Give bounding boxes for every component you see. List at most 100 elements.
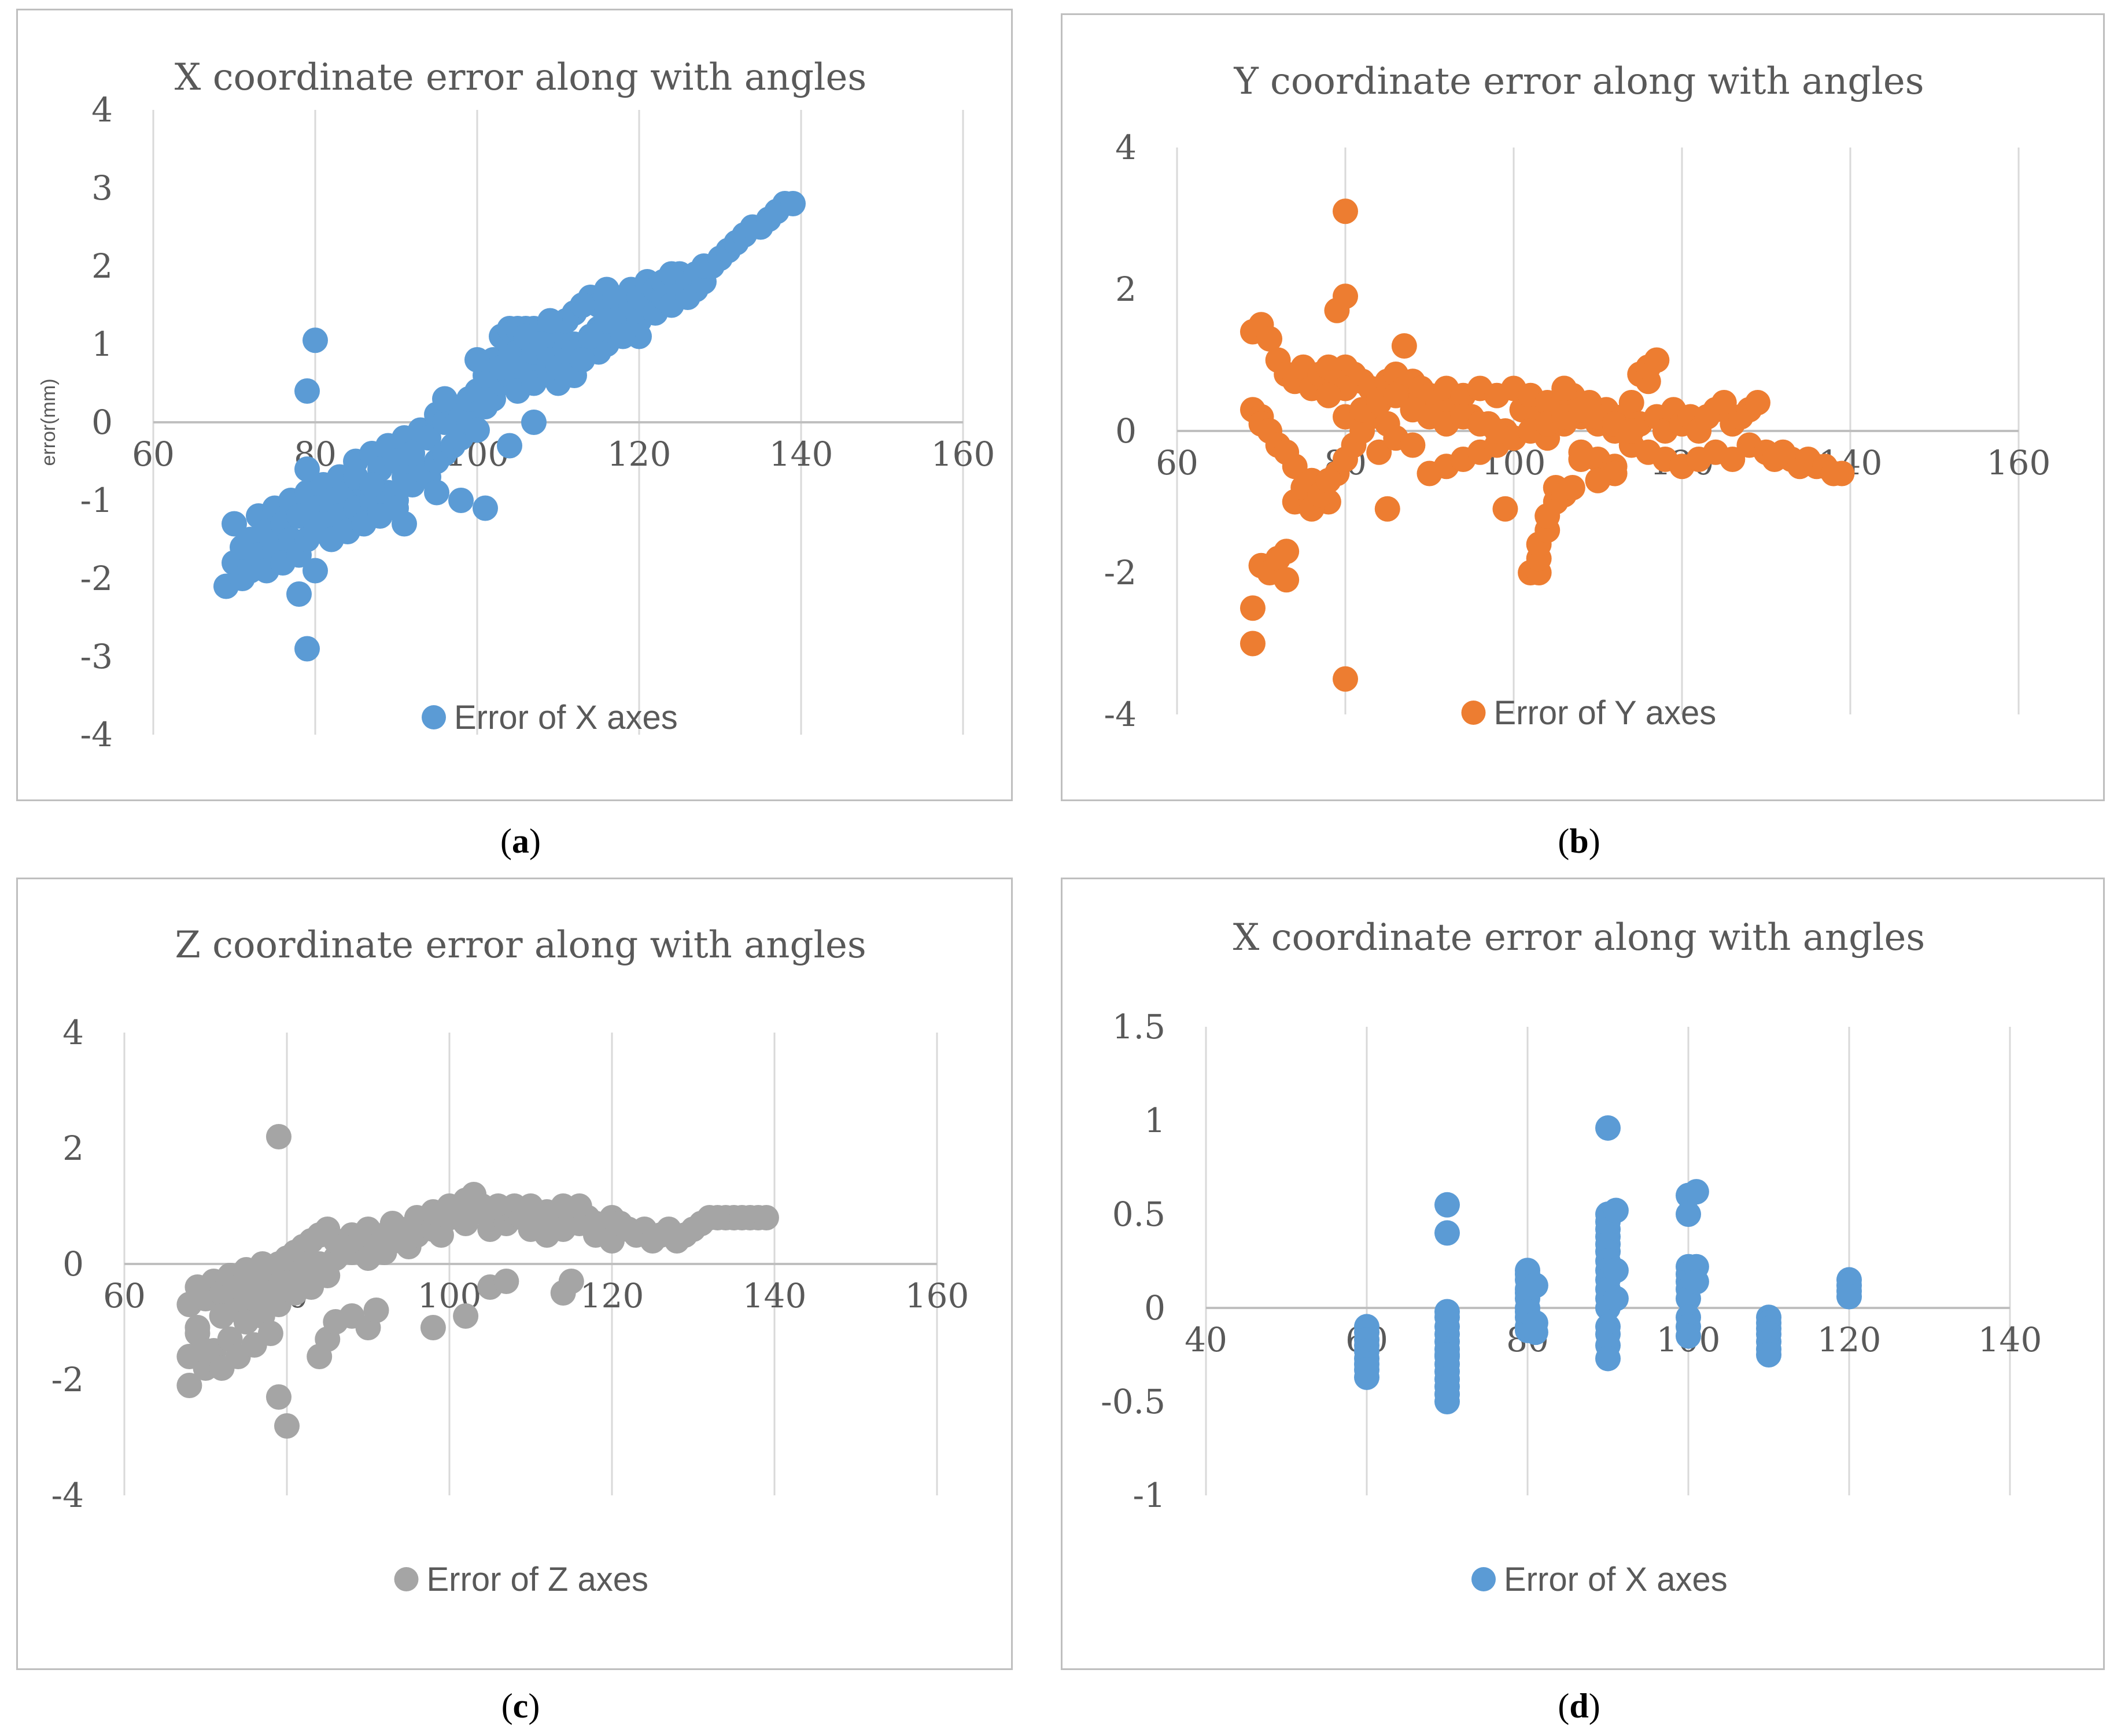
x-tick-label: 140 <box>743 1276 807 1315</box>
chart-title: X coordinate error along with angles <box>175 56 866 99</box>
x-tick-label: 120 <box>607 434 672 474</box>
y-tick-label: 1 <box>91 325 113 364</box>
y-tick-label: 2 <box>62 1129 84 1168</box>
data-point <box>1434 1220 1460 1246</box>
x-tick-label: 120 <box>580 1276 644 1315</box>
y-tick-label: 0 <box>1115 411 1137 451</box>
data-point <box>185 1315 211 1340</box>
data-point <box>1595 1115 1621 1141</box>
caption-c-letter: c <box>512 1687 529 1725</box>
data-point <box>294 456 320 482</box>
data-point <box>1618 390 1644 415</box>
data-point <box>497 433 522 459</box>
data-point <box>489 355 514 381</box>
data-point <box>265 1124 292 1149</box>
caption-d: (d) <box>1558 1687 1600 1725</box>
data-point <box>1315 382 1341 408</box>
data-point <box>1333 198 1358 224</box>
data-point <box>294 636 320 662</box>
data-point <box>521 410 547 435</box>
panel-d-frame <box>1061 878 2105 1670</box>
legend-marker <box>394 1567 419 1591</box>
data-point <box>1383 382 1409 408</box>
y-tick-label: 1 <box>1144 1101 1165 1140</box>
data-point <box>1603 1197 1629 1223</box>
data-point <box>1354 1364 1379 1390</box>
data-point <box>578 323 603 349</box>
data-point <box>1333 666 1358 692</box>
y-tick-label: -4 <box>51 1476 84 1515</box>
x-tick-label: 140 <box>1978 1320 2042 1359</box>
y-tick-label: 1.5 <box>1112 1007 1165 1046</box>
data-point <box>448 488 474 513</box>
data-point <box>1315 467 1341 493</box>
legend-marker <box>1461 701 1486 725</box>
caption-d-letter: d <box>1569 1687 1589 1725</box>
data-point <box>1603 1258 1629 1284</box>
data-point <box>265 1384 292 1410</box>
data-point <box>420 1315 446 1340</box>
data-point <box>1585 467 1611 493</box>
data-point <box>453 1303 479 1329</box>
data-point <box>424 480 449 506</box>
data-point <box>1683 1179 1709 1205</box>
legend-marker <box>1471 1567 1496 1591</box>
chart-a: X coordinate error along with angles -4 -3… <box>38 56 995 754</box>
caption-a-letter: a <box>512 822 529 860</box>
y-tick-label: 3 <box>91 168 113 208</box>
data-point <box>537 308 563 334</box>
y-tick-label: -1 <box>80 481 113 520</box>
x-tick-label: 160 <box>931 434 995 474</box>
data-point <box>193 1338 219 1363</box>
panel-a-frame <box>16 9 1013 801</box>
x-tick-label: 60 <box>132 434 175 474</box>
data-point <box>1492 496 1518 522</box>
data-point <box>1744 390 1770 415</box>
data-point <box>610 323 636 349</box>
data-point <box>1551 375 1577 401</box>
y-tick-label: -4 <box>80 715 113 754</box>
data-point <box>1595 1346 1621 1372</box>
data-point <box>1720 447 1746 472</box>
data-point <box>1374 496 1400 522</box>
data-point <box>1240 631 1266 657</box>
y-tick-label: 0 <box>91 403 113 442</box>
x-tick-label: 60 <box>1156 443 1198 482</box>
data-point <box>1676 1201 1701 1227</box>
data-point <box>464 347 490 373</box>
data-point <box>1366 439 1392 465</box>
data-point <box>1257 326 1283 352</box>
y-tick-label: 4 <box>91 90 113 130</box>
y-tick-label: -2 <box>51 1360 84 1399</box>
x-tick-label: 120 <box>1817 1320 1882 1359</box>
data-point <box>558 1269 584 1294</box>
x-tick-label: 40 <box>1185 1320 1227 1359</box>
x-tick-label: 60 <box>103 1276 146 1315</box>
caption-b-letter: b <box>1569 822 1589 860</box>
caption-b: (b) <box>1558 822 1600 860</box>
y-tick-label: 2 <box>1115 270 1137 309</box>
data-point <box>464 417 490 443</box>
y-tick-label: 0 <box>62 1244 84 1284</box>
legend-label: Error of Z axes <box>427 1561 649 1598</box>
data-point <box>392 511 417 537</box>
data-point <box>1274 539 1300 565</box>
data-point <box>493 1269 519 1294</box>
data-point <box>1618 418 1644 444</box>
data-point <box>1400 432 1426 458</box>
x-tick-label: 160 <box>1987 443 2051 482</box>
chart-title: X coordinate error along with angles <box>1233 916 1925 959</box>
data-point <box>257 1321 283 1346</box>
data-point <box>473 495 498 521</box>
data-point <box>1434 1192 1460 1218</box>
data-point <box>286 581 312 607</box>
data-point <box>1282 454 1308 480</box>
data-point <box>1391 333 1417 359</box>
legend-marker <box>422 705 446 729</box>
data-point <box>1240 595 1266 621</box>
data-point <box>294 378 320 404</box>
data-point <box>1756 1342 1781 1368</box>
data-point <box>753 1205 779 1230</box>
chart-title: Z coordinate error along with angles <box>175 924 866 967</box>
y-tick-label: 0.5 <box>1112 1195 1165 1234</box>
